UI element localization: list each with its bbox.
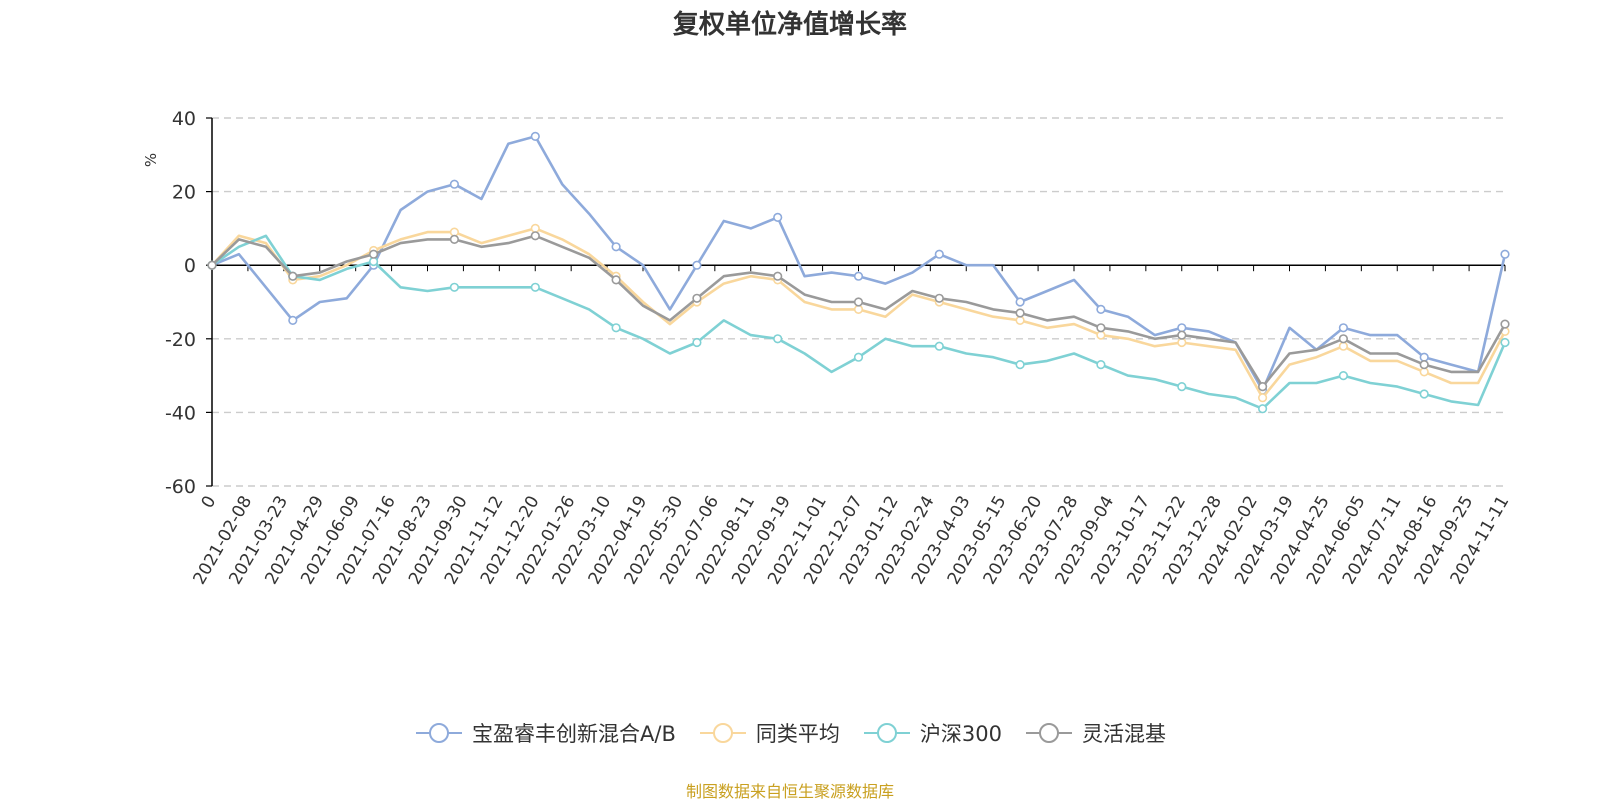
- y-tick-label: -20: [165, 329, 196, 351]
- data-point: [1419, 352, 1429, 362]
- data-point: [449, 227, 460, 237]
- data-point: [853, 271, 864, 281]
- legend-label: 宝盈睿丰创新混合A/B: [472, 722, 676, 746]
- data-point: [1500, 337, 1510, 348]
- data-point: [692, 337, 702, 348]
- data-point: [530, 131, 540, 141]
- data-point: [773, 212, 783, 222]
- data-point: [934, 341, 944, 351]
- data-point: [1096, 304, 1106, 315]
- data-point: [1015, 315, 1025, 326]
- series-3: [207, 234, 1510, 414]
- legend-line-circle-icon: [699, 723, 746, 743]
- data-point: [449, 282, 460, 292]
- data-point: [449, 234, 460, 244]
- data-point: [1338, 334, 1348, 344]
- legend-label: 灵活混基: [1081, 722, 1166, 746]
- data-point: [692, 260, 702, 270]
- data-point: [1257, 382, 1268, 392]
- data-point: [1177, 330, 1187, 340]
- data-point: [1419, 367, 1429, 377]
- data-point: [369, 256, 379, 267]
- data-point: [611, 323, 621, 333]
- data-point: [934, 293, 944, 303]
- y-tick-label: 20: [172, 182, 196, 204]
- data-point: [1338, 371, 1348, 381]
- data-point: [1096, 330, 1106, 340]
- series-lines: [207, 131, 1510, 414]
- data-point: [692, 293, 702, 303]
- legend-item[interactable]: 沪深300: [862, 718, 1002, 748]
- source-note: 制图数据来自恒生聚源数据库: [685, 782, 894, 801]
- data-point: [773, 271, 783, 281]
- series-line: [211, 135, 1507, 392]
- y-tick-label: 40: [172, 108, 196, 130]
- legend-item[interactable]: 同类平均: [698, 718, 840, 748]
- y-axis: 40 20 0 -20 -40 -60: [165, 108, 213, 498]
- data-point: [288, 271, 298, 281]
- legend-item[interactable]: 灵活混基: [1024, 718, 1166, 748]
- data-point: [1338, 341, 1348, 351]
- legend-line-circle-icon: [863, 723, 910, 743]
- data-point: [1015, 308, 1025, 318]
- data-point: [1419, 389, 1429, 399]
- x-axis: 02021-02-082021-03-232021-04-292021-06-0…: [190, 264, 1513, 588]
- data-point: [853, 297, 864, 307]
- legend-line-circle-icon: [1025, 723, 1072, 743]
- series-line: [211, 234, 1507, 410]
- y-tick-label: -40: [165, 402, 196, 424]
- data-point: [1015, 297, 1025, 307]
- data-point: [369, 249, 379, 259]
- data-point: [1177, 382, 1187, 392]
- data-point: [1096, 323, 1106, 333]
- data-point: [530, 282, 540, 292]
- legend-item[interactable]: 宝盈睿丰创新混合A/B: [414, 718, 676, 748]
- series-4: [207, 231, 1510, 392]
- data-point: [1338, 323, 1348, 333]
- x-tick-label: 0: [198, 493, 221, 512]
- data-point: [1177, 323, 1187, 333]
- data-point: [1257, 393, 1268, 403]
- data-point: [207, 260, 217, 270]
- legend-line-circle-icon: [416, 723, 463, 743]
- data-point: [1177, 337, 1187, 348]
- chart-title: 复权单位净值增长率: [672, 10, 907, 40]
- y-tick-label: 0: [184, 255, 196, 277]
- data-point: [611, 275, 621, 285]
- data-point: [773, 334, 783, 344]
- data-point: [288, 315, 298, 326]
- data-point: [1257, 404, 1268, 414]
- legend: 宝盈睿丰创新混合A/B 同类平均 沪深300 灵活混基: [0, 718, 1580, 748]
- data-point: [853, 304, 864, 315]
- data-point: [1419, 360, 1429, 370]
- data-point: [853, 352, 864, 362]
- y-tick-label: -60: [165, 476, 196, 498]
- data-point: [1500, 319, 1510, 329]
- series-1: [207, 131, 1510, 395]
- data-point: [530, 223, 540, 233]
- data-point: [934, 249, 944, 259]
- data-point: [1500, 249, 1510, 259]
- data-point: [530, 231, 540, 241]
- y-axis-unit-label: %: [142, 153, 160, 167]
- data-point: [1096, 360, 1106, 370]
- legend-label: 同类平均: [755, 722, 840, 746]
- legend-label: 沪深300: [919, 722, 1002, 746]
- data-point: [449, 179, 460, 189]
- data-point: [1015, 360, 1025, 370]
- series-2: [207, 223, 1510, 403]
- data-point: [611, 242, 621, 252]
